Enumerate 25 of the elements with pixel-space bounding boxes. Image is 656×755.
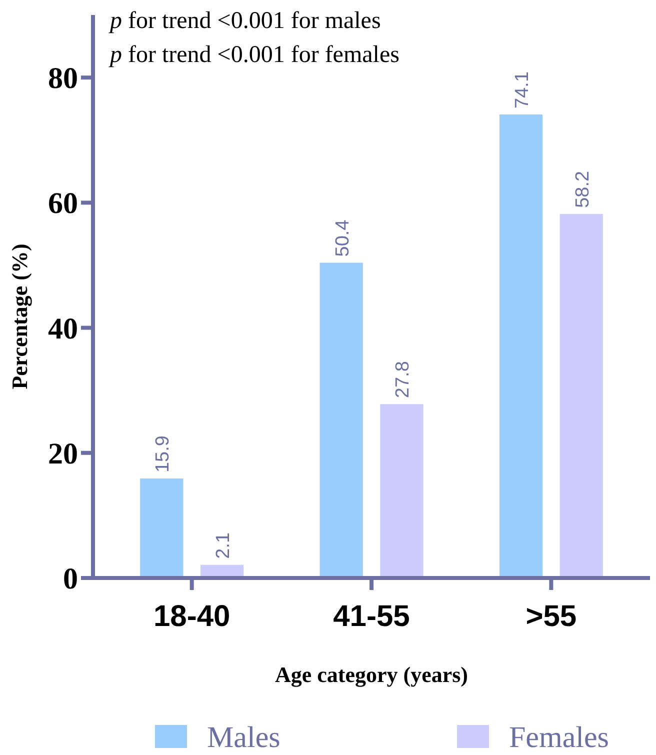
bar	[499, 114, 543, 578]
annotation: p for trend <0.001 for males	[108, 8, 381, 34]
data-label: 74.1	[512, 71, 533, 108]
bar	[380, 404, 424, 578]
data-label: 50.4	[332, 219, 354, 257]
bar	[140, 478, 184, 578]
data-label: 58.2	[572, 170, 594, 208]
bar	[560, 214, 603, 578]
x-tick-label: 18-40	[153, 600, 230, 633]
data-label: 27.8	[392, 361, 414, 398]
y-tick-label: 0	[63, 562, 78, 596]
x-tick-label: >55	[526, 600, 577, 633]
bar	[320, 262, 363, 578]
legend-label: Males	[207, 721, 280, 754]
x-axis-title: Age category (years)	[274, 662, 468, 687]
y-axis-title: Percentage (%)	[7, 244, 32, 390]
x-tick-label: 41-55	[333, 600, 410, 633]
y-tick-label: 60	[48, 187, 78, 220]
y-tick-label: 40	[48, 312, 78, 346]
y-tick-label: 80	[48, 62, 78, 96]
y-tick-label: 20	[48, 437, 78, 470]
data-label: 15.9	[152, 436, 174, 473]
data-label: 2.1	[213, 532, 234, 559]
legend-label: Females	[509, 721, 609, 754]
annotation: p for trend <0.001 for females	[108, 42, 400, 68]
